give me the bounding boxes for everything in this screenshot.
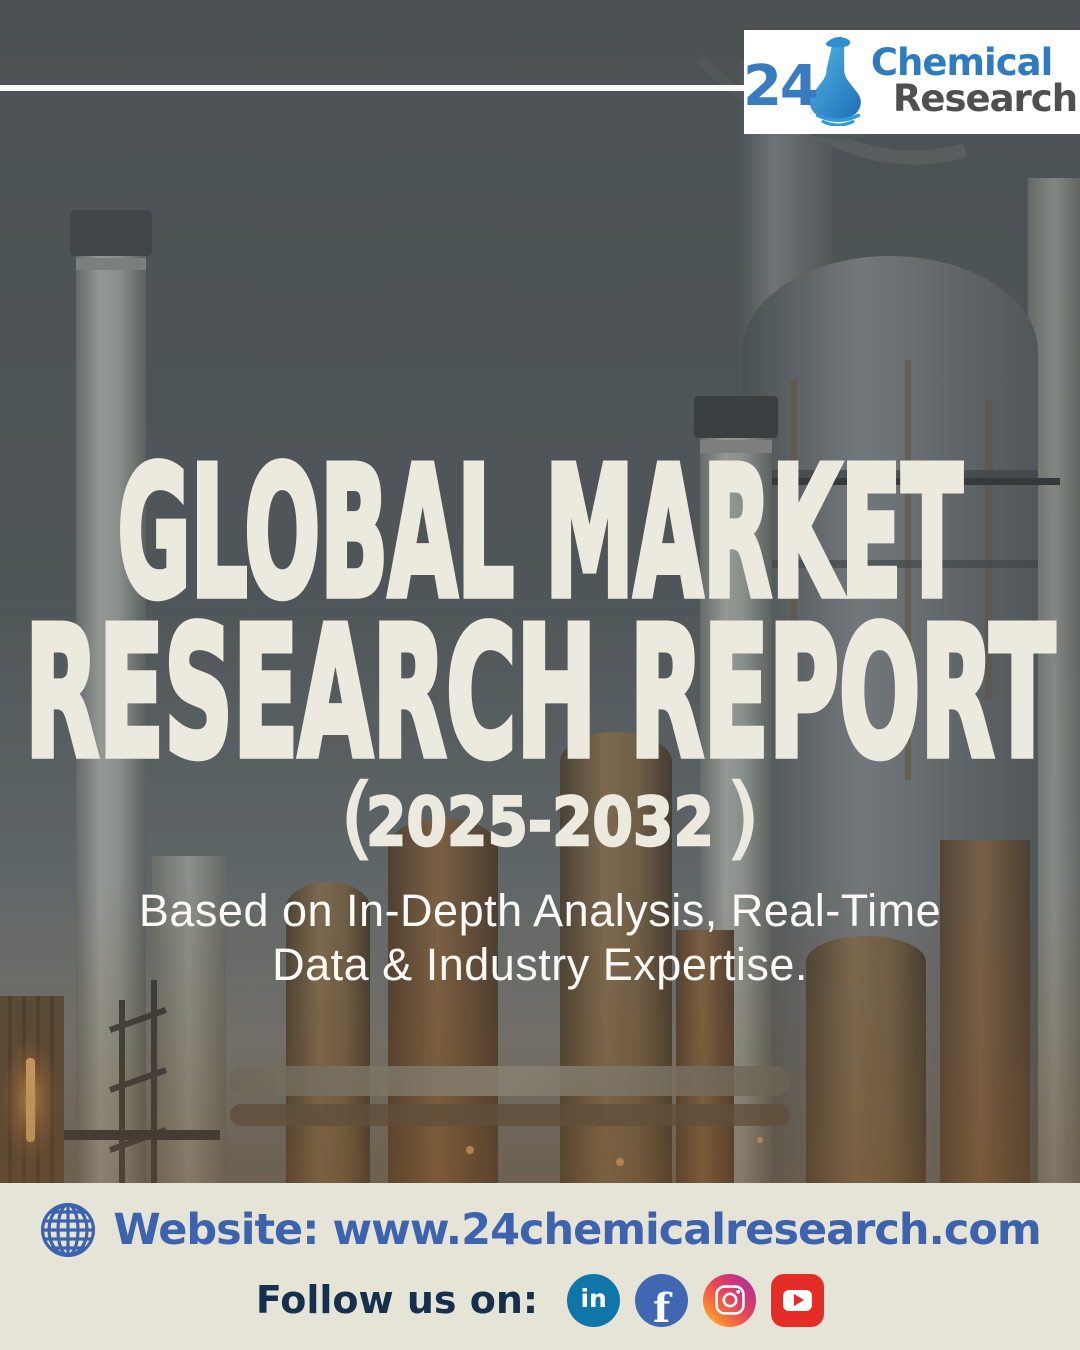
title-years: 2025-2032 — [366, 783, 714, 861]
website-row[interactable]: Website: www.24chemicalresearch.com — [0, 1200, 1080, 1260]
globe-icon — [41, 1203, 96, 1257]
title-paren-close: ) — [725, 765, 760, 870]
logo-number: 24 — [742, 54, 819, 119]
title-paren-open: ( — [339, 765, 374, 870]
logo-word-chemical: Chemical — [870, 41, 1053, 84]
linkedin-glyph: in — [580, 1284, 607, 1313]
logo-wordmark: Chemical Research — [870, 41, 1078, 120]
facebook-glyph: f — [653, 1284, 671, 1327]
title-line-2: RESEARCH REPORT — [25, 588, 1055, 797]
instagram-icon[interactable] — [703, 1273, 757, 1327]
subtitle-line-1: Based on In-Depth Analysis, Real-Time — [138, 885, 942, 936]
youtube-icon[interactable] — [771, 1273, 825, 1327]
header-divider-line — [0, 85, 744, 91]
subtitle-line-2: Data & Industry Expertise. — [272, 939, 808, 990]
flask-icon — [809, 37, 861, 126]
main-title: GLOBAL MARKET RESEARCH REPORT ( 2025-203… — [22, 430, 1058, 871]
instagram-camera-glyph — [714, 1285, 745, 1315]
background-photo — [0, 0, 1080, 1190]
follow-label: Follow us on: — [255, 1278, 539, 1322]
linkedin-icon[interactable]: in — [567, 1273, 621, 1327]
website-link[interactable]: Website: www.24chemicalresearch.com — [113, 1205, 1041, 1255]
logo[interactable]: 24 Chemical Research — [742, 30, 1080, 134]
logo-word-research: Research — [892, 77, 1078, 120]
follow-row: Follow us on: in f — [0, 1272, 1080, 1328]
footer-bar: Website: www.24chemicalresearch.com Foll… — [0, 1183, 1080, 1350]
facebook-icon[interactable]: f — [635, 1273, 689, 1327]
title-line-1: GLOBAL MARKET — [118, 430, 963, 638]
youtube-play-glyph — [783, 1289, 813, 1311]
subtitle: Based on In-Depth Analysis, Real-Time Da… — [0, 884, 1080, 992]
